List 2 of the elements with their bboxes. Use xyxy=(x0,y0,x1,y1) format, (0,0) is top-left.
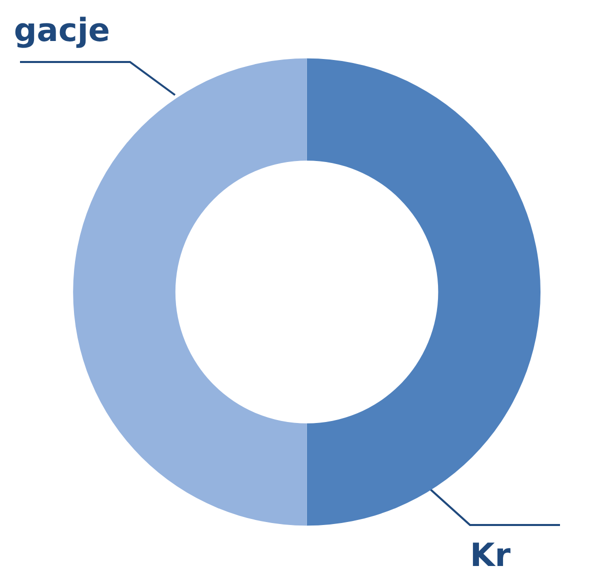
slice-label: Kr xyxy=(470,536,511,574)
slice-label: gacje xyxy=(14,11,110,49)
